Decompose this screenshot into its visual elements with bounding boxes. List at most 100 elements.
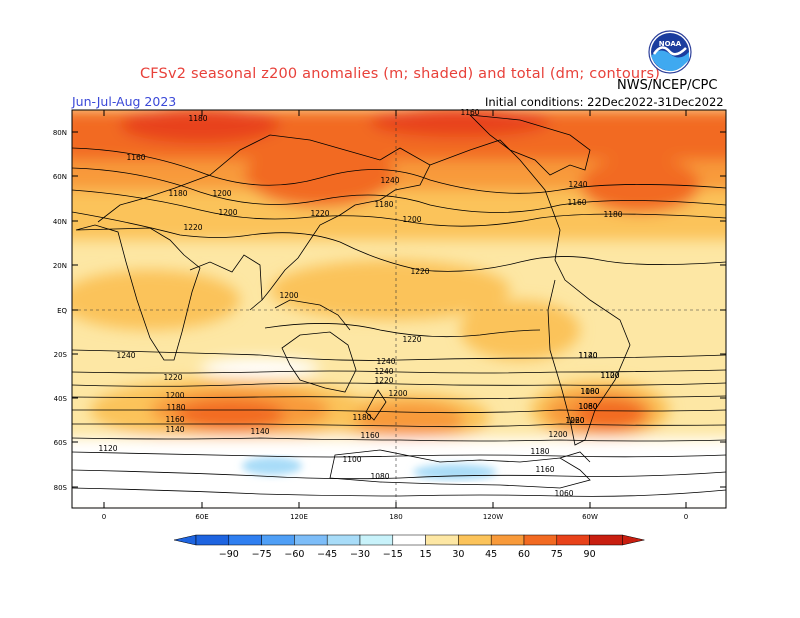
contour-label: 1180	[530, 447, 549, 456]
contour-label: 1120	[600, 371, 619, 380]
lon-label: 60E	[195, 513, 208, 521]
colorbar-swatch	[261, 534, 295, 546]
contour-label: 1080	[370, 472, 389, 481]
contour-label: 1240	[568, 180, 587, 189]
colorbar-tick-label: 75	[551, 549, 563, 560]
contour-label: 1220	[374, 376, 393, 385]
contour-label: 1060	[565, 416, 584, 425]
colorbar-swatch	[294, 534, 328, 546]
contour-label-group: 1160118012001220124011801200122012401160…	[98, 108, 622, 498]
contour-label: 1140	[578, 351, 597, 360]
height-contours	[72, 147, 726, 497]
contour-label: 1220	[310, 209, 329, 218]
colorbar-arrow-right	[622, 534, 645, 546]
map-shading	[72, 110, 726, 508]
lat-label: 40S	[54, 395, 68, 403]
lon-label: 120E	[290, 513, 308, 521]
colorbar-swatch	[195, 534, 230, 546]
contour-label: 1240	[374, 367, 393, 376]
contour-label: 1080	[578, 402, 597, 411]
contour-label: 1160	[360, 431, 379, 440]
lat-label: 80S	[54, 484, 68, 492]
lat-label: 60S	[54, 439, 68, 447]
contour-label: 1080	[580, 387, 599, 396]
colorbar-tick-label: −60	[284, 549, 304, 560]
lat-label: 40N	[53, 218, 67, 226]
contour-label: 1220	[402, 335, 421, 344]
colorbar-tick-label: 30	[452, 549, 464, 560]
contour-label: 1100	[342, 455, 361, 464]
contour-label: 1240	[380, 176, 399, 185]
contour-label: 1200	[165, 391, 184, 400]
contour-label: 1140	[165, 425, 184, 434]
lon-label: 60W	[582, 513, 598, 521]
contour-label: 1200	[548, 430, 567, 439]
contour-label: 1180	[166, 403, 185, 412]
colorbar-tick-label: 90	[584, 549, 596, 560]
colorbar-tick-label: −75	[252, 549, 272, 560]
colorbar-tick-label: 60	[518, 549, 530, 560]
page-title: CFSv2 seasonal z200 anomalies (m; shaded…	[139, 66, 661, 82]
lat-label: 20N	[53, 262, 67, 270]
contour-label: 1160	[567, 198, 586, 207]
contour-label: 1160	[126, 153, 145, 162]
lon-label: 180	[389, 513, 402, 521]
forecast-period: Jun-Jul-Aug 2023	[72, 94, 177, 109]
colorbar-swatch	[326, 534, 361, 546]
contour-label: 1060	[554, 489, 573, 498]
contour-label: 1240	[376, 357, 395, 366]
contour-label: 1220	[565, 416, 584, 425]
colorbar-swatch	[425, 534, 459, 546]
coastlines	[75, 114, 631, 489]
colorbar-swatch	[458, 534, 492, 546]
colorbar-tick-label: 45	[485, 549, 497, 560]
contour-label: 1180	[188, 114, 207, 123]
initial-conditions: Initial conditions: 22Dec2022-31Dec2022	[485, 95, 724, 109]
lat-label: EQ	[57, 307, 67, 315]
colorbar-swatch	[523, 534, 558, 546]
colorbar-swatch	[490, 534, 525, 546]
contour-label: 1200	[402, 215, 421, 224]
lon-label: 0	[684, 513, 688, 521]
contour-label: 1180	[168, 189, 187, 198]
contour-label: 1180	[603, 210, 622, 219]
contour-label: 1160	[535, 465, 554, 474]
agency-label: NWS/NCEP/CPC	[617, 78, 718, 93]
colorbar-tick-label: 15	[420, 549, 432, 560]
contour-label: 1220	[183, 223, 202, 232]
contour-label: 1200	[212, 189, 231, 198]
lon-label: 0	[102, 513, 106, 521]
colorbar: −90 −75 −60 −45 −30 −15 15 30 45 60 75 90	[173, 534, 645, 560]
colorbar-swatch	[228, 534, 262, 546]
latitude-axis: 80N 60N 40N 20N EQ 20S 40S 60S 80S	[53, 129, 726, 492]
contour-label: 1200	[218, 208, 237, 217]
colorbar-tick-label: −90	[219, 549, 239, 560]
contour-label: 1200	[388, 389, 407, 398]
contour-label: 1220	[410, 267, 429, 276]
contour-label: 1140	[250, 427, 269, 436]
colorbar-arrow-left	[173, 534, 197, 546]
longitude-axis: 0 60E 120E 180 120W 60W 0	[102, 110, 688, 521]
lat-label: 60N	[53, 173, 67, 181]
map-frame	[71, 109, 727, 509]
contour-label: 1160	[165, 415, 184, 424]
noaa-logo-icon: NOAA	[648, 30, 692, 74]
colorbar-swatch	[359, 534, 394, 546]
logo-text: NOAA	[659, 40, 682, 48]
contour-label: 1180	[352, 413, 371, 422]
contour-label: 1220	[163, 373, 182, 382]
colorbar-tick-label: −30	[350, 549, 370, 560]
contour-label: 1160	[460, 108, 479, 117]
colorbar-swatch	[556, 534, 590, 546]
contour-label: 1120	[578, 351, 597, 360]
colorbar-tick-label: −15	[383, 549, 403, 560]
contour-label: 1100	[600, 371, 619, 380]
contour-label: 1100	[580, 387, 599, 396]
lon-label: 120W	[483, 513, 503, 521]
colorbar-swatch	[589, 534, 623, 546]
lat-label: 80N	[53, 129, 67, 137]
contour-label: 1200	[279, 291, 298, 300]
colorbar-swatch	[392, 534, 426, 546]
map-grid	[72, 110, 726, 508]
